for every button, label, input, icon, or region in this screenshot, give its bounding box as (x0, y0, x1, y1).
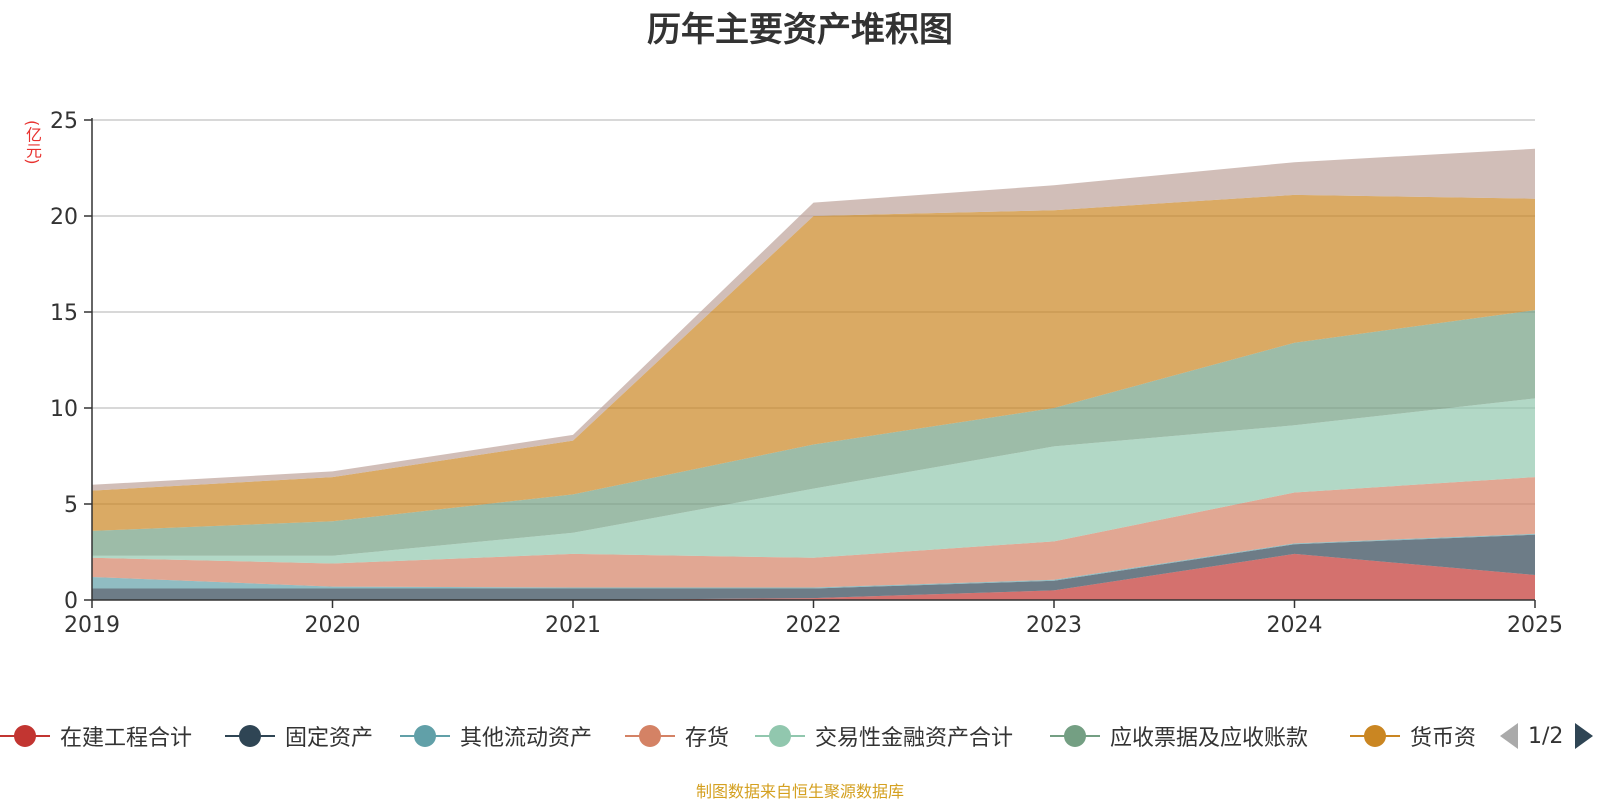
legend-marker-icon (400, 723, 450, 749)
y-tick-label: 10 (50, 397, 78, 422)
legend: 在建工程合计 固定资产 其他流动资产 存货 交易性金融资产合计 应收票据及应收账款 货币资 … (0, 716, 1600, 756)
legend-label: 存货 (685, 726, 730, 751)
area-2 (92, 533, 1535, 589)
legend-label: 应收票据及应收账款 (1110, 726, 1309, 751)
legend-marker-icon (755, 723, 805, 749)
legend-item[interactable]: 固定资产 (225, 716, 373, 756)
area-3 (92, 477, 1535, 588)
legend-marker-icon (1050, 723, 1100, 749)
legend-item[interactable]: 应收票据及应收账款 (1050, 716, 1308, 756)
legend-label: 货币资 (1410, 726, 1477, 751)
legend-label: 固定资产 (285, 726, 374, 751)
legend-items: 在建工程合计 固定资产 其他流动资产 存货 交易性金融资产合计 应收票据及应收账款 货币资 (0, 716, 1480, 756)
legend-item[interactable]: 在建工程合计 (0, 716, 192, 756)
legend-item[interactable]: 交易性金融资产合计 (755, 716, 1013, 756)
legend-label: 其他流动资产 (460, 726, 593, 751)
y-tick-label: 0 (64, 589, 78, 614)
x-tick-label: 2023 (1026, 613, 1082, 638)
area-5 (92, 310, 1535, 556)
x-tick-label: 2025 (1507, 613, 1563, 638)
legend-next-page-icon[interactable] (1575, 723, 1594, 749)
legend-pager: 1/2 (1500, 716, 1594, 756)
y-tick-label: 15 (50, 301, 78, 326)
legend-label: 在建工程合计 (60, 726, 193, 751)
y-axis-unit-label: (亿元) (23, 120, 42, 165)
legend-item[interactable]: 其他流动资产 (400, 716, 592, 756)
area-4 (92, 398, 1535, 564)
legend-item[interactable]: 货币资 (1350, 716, 1476, 756)
legend-marker-icon (225, 723, 275, 749)
legend-marker-icon (1350, 723, 1400, 749)
legend-page-indicator: 1/2 (1528, 723, 1564, 749)
area-7 (92, 148, 1535, 491)
x-tick-label: 2022 (786, 613, 842, 638)
area-1 (92, 534, 1535, 600)
legend-prev-page-icon[interactable] (1500, 723, 1518, 749)
y-tick-label: 5 (64, 493, 78, 518)
x-tick-label: 2019 (64, 613, 120, 638)
x-tick-label: 2024 (1267, 613, 1323, 638)
y-tick-label: 25 (50, 109, 78, 134)
y-tick-label: 20 (50, 205, 78, 230)
area-6 (92, 194, 1535, 531)
legend-marker-icon (0, 723, 50, 749)
legend-item[interactable]: 存货 (625, 716, 729, 756)
x-tick-label: 2020 (305, 613, 361, 638)
legend-label: 交易性金融资产合计 (815, 726, 1014, 751)
data-source-note: 制图数据来自恒生聚源数据库 (695, 782, 904, 801)
area-0 (92, 553, 1535, 600)
chart-title: 历年主要资产堆积图 (647, 10, 953, 50)
legend-marker-icon (625, 723, 675, 749)
x-tick-label: 2021 (545, 613, 601, 638)
